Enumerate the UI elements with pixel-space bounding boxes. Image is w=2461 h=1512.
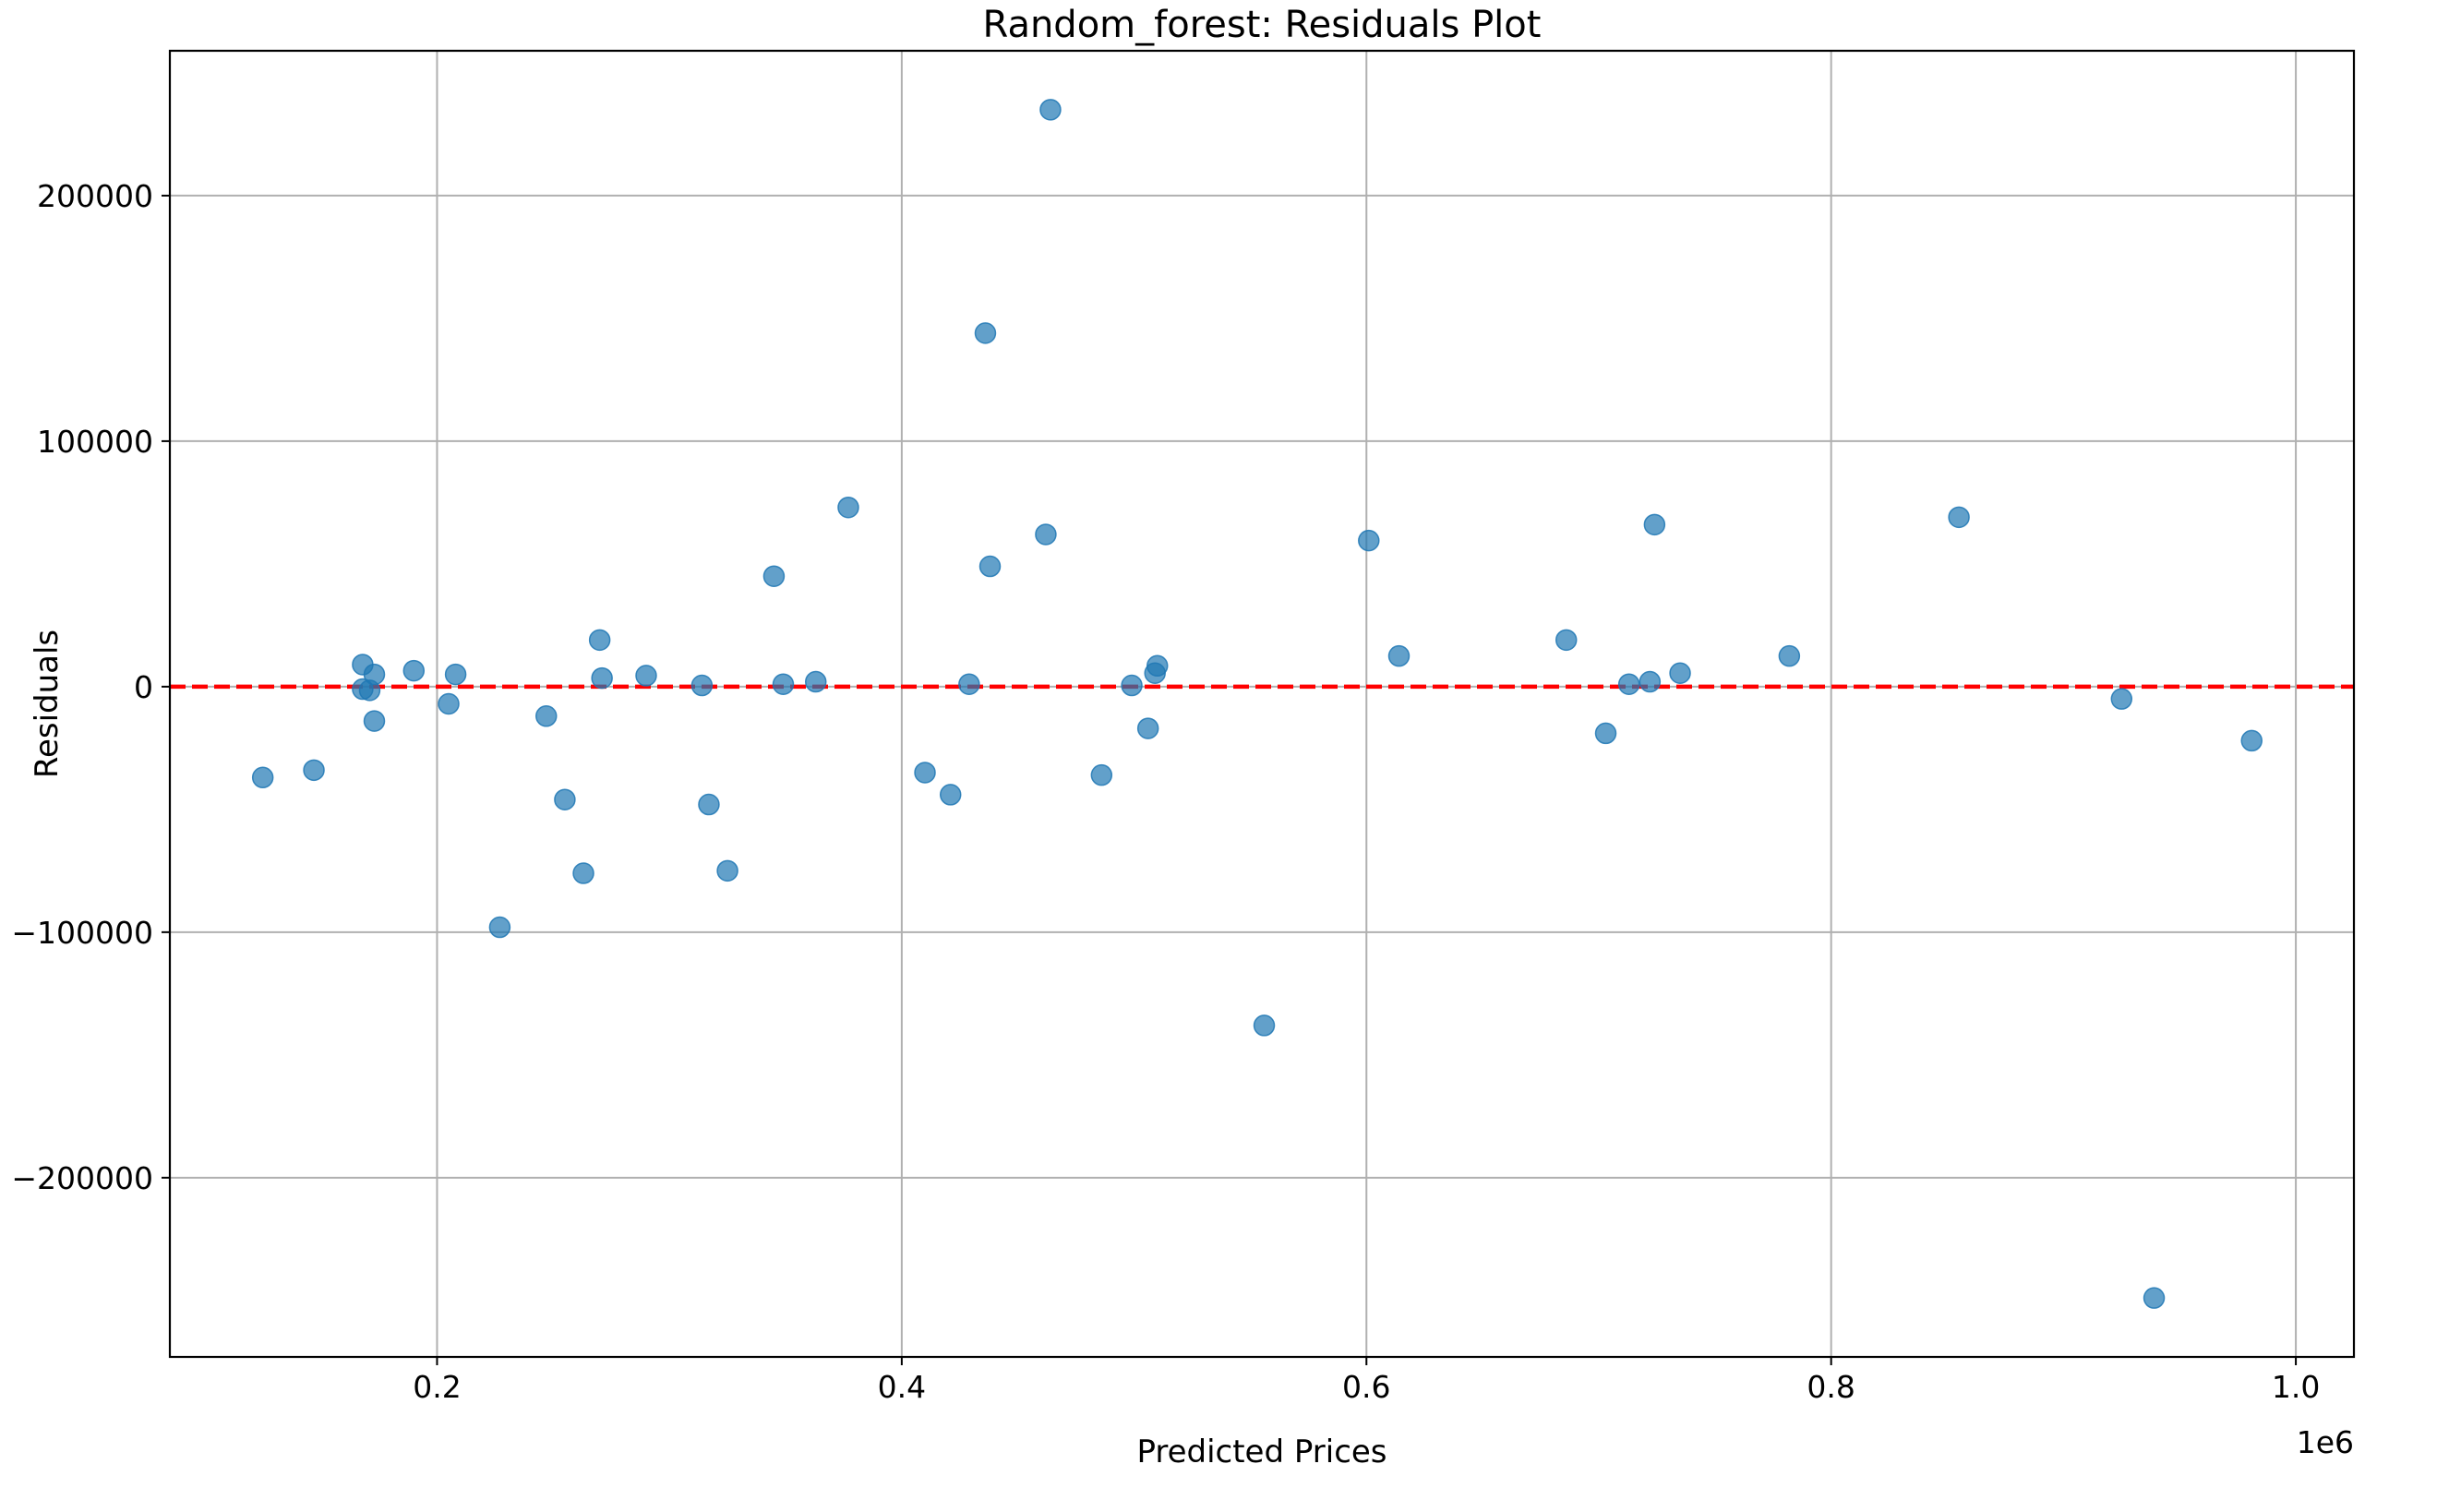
x-tick-label: 0.2 [413, 1369, 461, 1405]
x-tick-label: 0.4 [878, 1369, 926, 1405]
scatter-point [1778, 644, 1801, 667]
x-axis-offset-label: 1e6 [2297, 1424, 2354, 1460]
scatter-point [363, 663, 386, 686]
y-tick-label: −100000 [11, 915, 153, 951]
scatter-point [1669, 662, 1691, 685]
scatter-point [1253, 1014, 1276, 1037]
scatter-point [804, 670, 827, 693]
scatter-point [554, 788, 576, 810]
plot-frame [168, 49, 2356, 1359]
scatter-point [303, 759, 325, 782]
scatter-point [837, 496, 859, 519]
scatter-point [1136, 717, 1159, 739]
scatter-point [635, 665, 657, 687]
y-tick-label: 0 [134, 669, 153, 705]
x-axis-label: Predicted Prices [1136, 1434, 1387, 1470]
scatter-point [762, 565, 786, 587]
scatter-point [1358, 529, 1380, 552]
scatter-point [772, 673, 795, 695]
y-tick-label: −200000 [11, 1160, 153, 1196]
scatter-point [1594, 722, 1617, 745]
scatter-points [251, 99, 2263, 1309]
scatter-point [958, 673, 980, 695]
scatter-point [939, 784, 962, 806]
x-tick-label: 1.0 [2272, 1369, 2320, 1405]
scatter-point [1121, 674, 1143, 697]
axis-ticks: 0.2 0.4 0.6 0.8 1.0 −200000 −100000 0 100000 2000… [11, 178, 2320, 1405]
scatter-point [363, 710, 386, 732]
scatter-point [535, 705, 558, 727]
scatter-point [690, 674, 714, 697]
scatter-point [1948, 506, 1970, 529]
grid [170, 51, 2354, 1357]
scatter-point [2240, 729, 2263, 752]
scatter-point [1146, 654, 1169, 678]
x-tick-label: 0.6 [1342, 1369, 1390, 1405]
scatter-point [978, 555, 1002, 578]
y-tick-label: 200000 [37, 178, 153, 214]
scatter-point [1643, 513, 1666, 536]
scatter-point [444, 663, 467, 686]
scatter-point [1555, 629, 1578, 652]
scatter-point [974, 322, 997, 344]
scatter-point [251, 766, 274, 789]
scatter-point [698, 793, 720, 816]
scatter-point [1090, 763, 1113, 786]
scatter-point [588, 629, 611, 652]
scatter-point [1387, 644, 1411, 667]
y-tick-label: 100000 [37, 424, 153, 460]
scatter-point [1039, 99, 1062, 121]
scatter-point [402, 659, 426, 682]
scatter-point [1035, 523, 1057, 546]
scatter-point [716, 859, 738, 882]
scatter-point [914, 762, 936, 784]
scatter-point [438, 692, 460, 715]
scatter-point [572, 862, 594, 884]
scatter-point [591, 666, 613, 690]
chart-title: Random_forest: Residuals Plot [983, 4, 1542, 46]
scatter-point [1639, 670, 1662, 693]
scatter-point [2143, 1287, 2166, 1309]
y-axis-label: Residuals [29, 630, 66, 778]
scatter-point [1617, 673, 1640, 695]
scatter-point [488, 916, 511, 939]
scatter-point [2110, 688, 2133, 710]
x-tick-label: 0.8 [1807, 1369, 1855, 1405]
